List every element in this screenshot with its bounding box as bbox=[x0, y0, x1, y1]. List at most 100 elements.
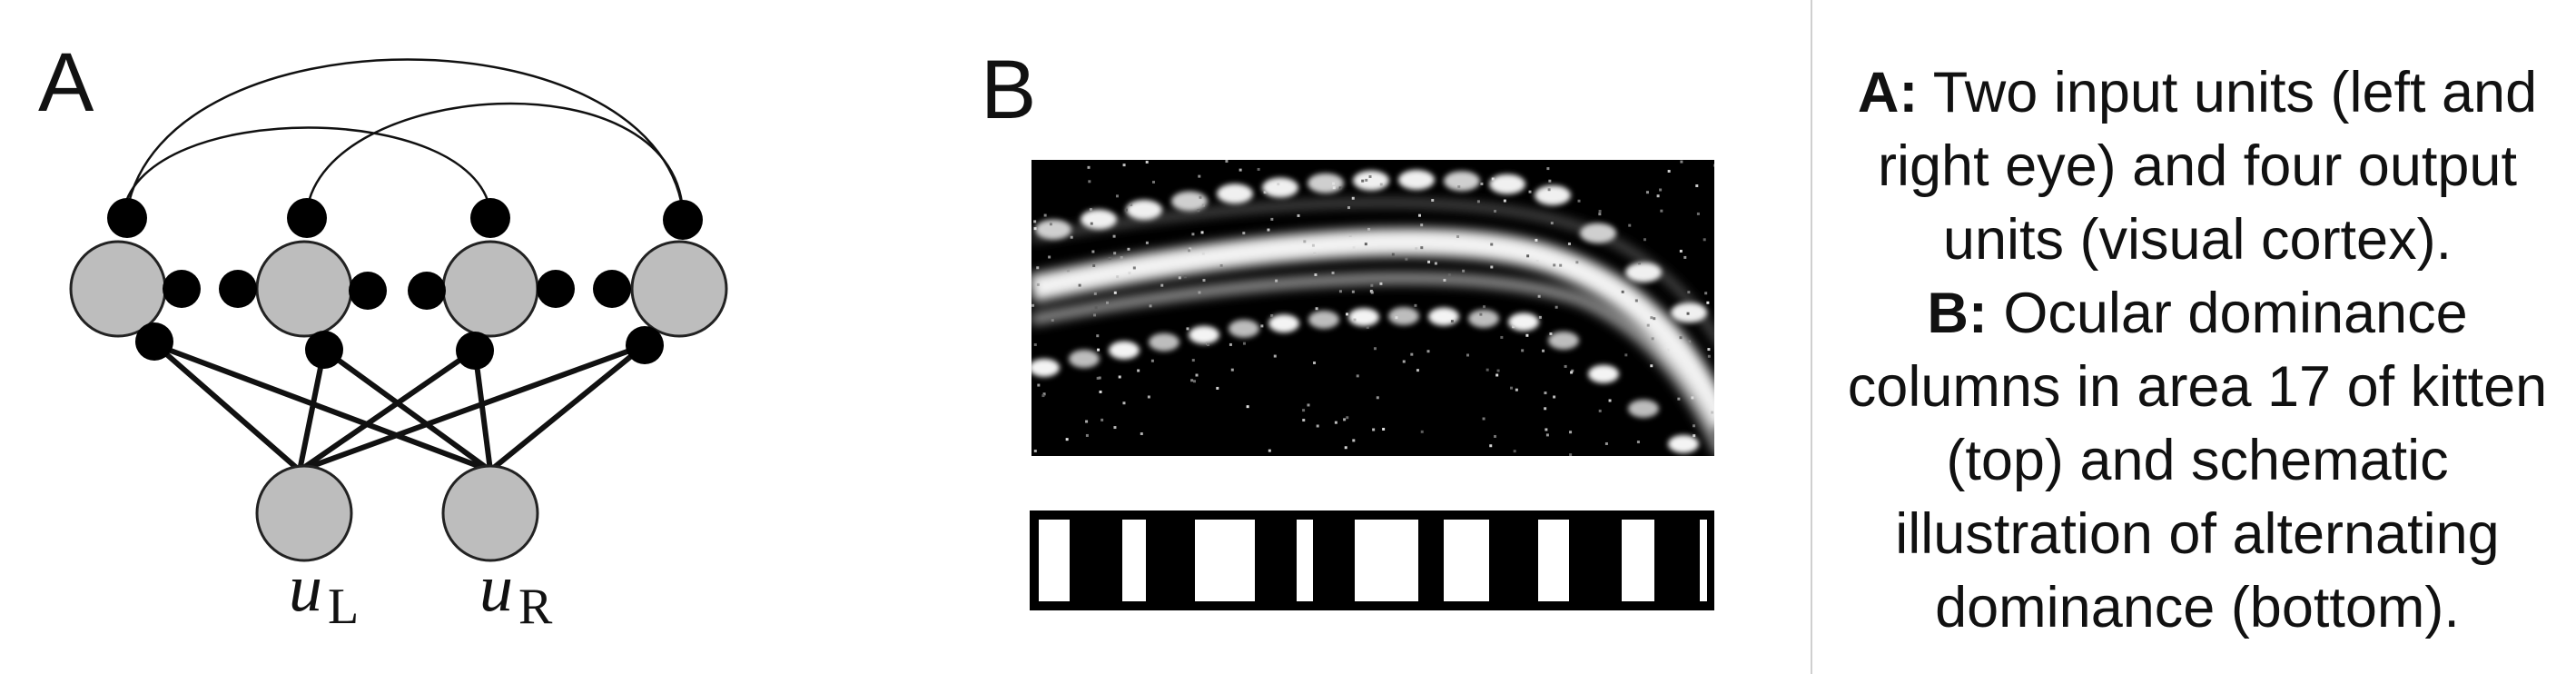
histology-speckle bbox=[1577, 199, 1581, 203]
histology-speckle bbox=[1370, 283, 1374, 287]
histology-patch bbox=[1428, 307, 1459, 326]
histology-speckle bbox=[1598, 409, 1602, 412]
histology-speckle bbox=[1311, 243, 1315, 247]
histology-speckle bbox=[1414, 303, 1417, 307]
histology-speckle bbox=[1229, 342, 1232, 346]
histology-speckle bbox=[1703, 238, 1706, 242]
histology-speckle bbox=[1260, 324, 1264, 328]
histology-speckle bbox=[1707, 348, 1711, 352]
histology-speckle bbox=[1598, 209, 1602, 213]
histology-speckle bbox=[1147, 395, 1150, 399]
histology-speckle bbox=[1268, 449, 1271, 452]
histology-speckle bbox=[1085, 433, 1089, 437]
histology-speckle bbox=[1127, 247, 1130, 251]
histology-speckle bbox=[1650, 316, 1653, 320]
histology-speckle bbox=[1338, 186, 1342, 190]
histology-speckle bbox=[1544, 407, 1547, 411]
histology-speckle bbox=[1466, 353, 1470, 357]
histology-speckle bbox=[1207, 342, 1210, 346]
histology-patch bbox=[1548, 331, 1579, 350]
input-units bbox=[255, 464, 539, 562]
histology-speckle bbox=[1085, 420, 1089, 423]
histology-speckle bbox=[1351, 290, 1355, 293]
dominance-stripe bbox=[1622, 520, 1654, 601]
histology-speckle bbox=[1447, 273, 1451, 277]
histology-speckle bbox=[1364, 243, 1367, 246]
histology-speckle bbox=[1379, 183, 1383, 186]
histology-speckle bbox=[1270, 217, 1274, 221]
histology-speckle bbox=[1307, 403, 1310, 407]
histology-speckle bbox=[1688, 340, 1692, 343]
histology-band bbox=[1031, 273, 1714, 454]
histology-speckle bbox=[1575, 261, 1579, 264]
histology-speckle bbox=[1353, 318, 1357, 322]
output-units bbox=[69, 240, 728, 338]
histology-speckle bbox=[1242, 342, 1246, 345]
synapses bbox=[107, 198, 703, 370]
histology-speckle bbox=[1332, 182, 1336, 185]
histology-speckle bbox=[1242, 232, 1246, 235]
histology-speckle bbox=[1542, 349, 1545, 352]
histology-speckle bbox=[1239, 168, 1242, 172]
histology-speckle bbox=[1334, 421, 1337, 424]
histology-speckle bbox=[1096, 376, 1100, 380]
histology-speckle bbox=[1653, 317, 1656, 321]
histology-speckle bbox=[1257, 167, 1260, 171]
histology-speckle bbox=[1535, 238, 1538, 242]
histology-image bbox=[1031, 160, 1714, 456]
histology-speckle bbox=[1420, 430, 1424, 433]
histology-speckle bbox=[1598, 213, 1602, 216]
histology-speckle bbox=[1545, 428, 1548, 431]
histology-speckle bbox=[1427, 260, 1431, 263]
histology-speckle bbox=[1489, 444, 1493, 448]
histology-speckle bbox=[1494, 434, 1497, 438]
histology-speckle bbox=[1201, 203, 1205, 207]
histology-speckle bbox=[1113, 426, 1117, 430]
histology-speckle bbox=[1094, 306, 1098, 310]
histology-patch bbox=[1069, 350, 1100, 369]
histology-speckle bbox=[1604, 441, 1608, 445]
output-unit bbox=[255, 240, 353, 338]
histology-speckle bbox=[1443, 278, 1446, 282]
histology-speckle bbox=[1680, 160, 1683, 164]
histology-speckle bbox=[1346, 416, 1349, 420]
histology-speckle bbox=[1197, 209, 1200, 213]
histology-speckle bbox=[1246, 405, 1249, 409]
feedforward-connections bbox=[153, 342, 647, 473]
histology-speckle bbox=[1145, 241, 1149, 244]
histology-speckle bbox=[1373, 347, 1377, 351]
histology-speckle bbox=[1535, 260, 1539, 263]
dominance-stripe bbox=[1297, 520, 1313, 601]
histology-speckle bbox=[1160, 283, 1164, 287]
histology-speckle bbox=[1036, 266, 1040, 270]
histology-speckle bbox=[1410, 352, 1414, 356]
histology-speckle bbox=[1183, 275, 1187, 279]
histology-speckle bbox=[1219, 263, 1223, 267]
histology-speckle bbox=[1547, 188, 1551, 192]
histology-speckle bbox=[1361, 179, 1365, 183]
histology-speckle bbox=[1512, 325, 1515, 329]
histology-speckle bbox=[1115, 194, 1119, 198]
histology-speckle bbox=[1490, 243, 1494, 246]
histology-speckle bbox=[1225, 160, 1229, 164]
histology-speckle bbox=[1042, 392, 1046, 396]
histology-speckle bbox=[1538, 315, 1542, 319]
dominance-stripe bbox=[1700, 520, 1707, 601]
histology-speckle bbox=[1178, 276, 1181, 280]
histology-patch bbox=[1628, 399, 1659, 418]
dominance-stripe bbox=[1122, 520, 1146, 601]
histology-speckle bbox=[1150, 359, 1154, 362]
histology-speckle bbox=[1348, 233, 1352, 237]
histology-patch bbox=[1388, 307, 1419, 326]
histology-speckle bbox=[1190, 379, 1194, 382]
histology-speckle bbox=[1078, 283, 1081, 287]
histology-speckle bbox=[1100, 418, 1104, 421]
histology-speckle bbox=[1137, 369, 1140, 372]
histology-speckle bbox=[1691, 396, 1694, 400]
histology-patch bbox=[1580, 223, 1616, 243]
caption-a-label: A: bbox=[1857, 61, 1919, 124]
histology-patch bbox=[1668, 434, 1699, 453]
histology-speckle bbox=[1569, 431, 1573, 434]
histology-speckle bbox=[1636, 441, 1640, 444]
